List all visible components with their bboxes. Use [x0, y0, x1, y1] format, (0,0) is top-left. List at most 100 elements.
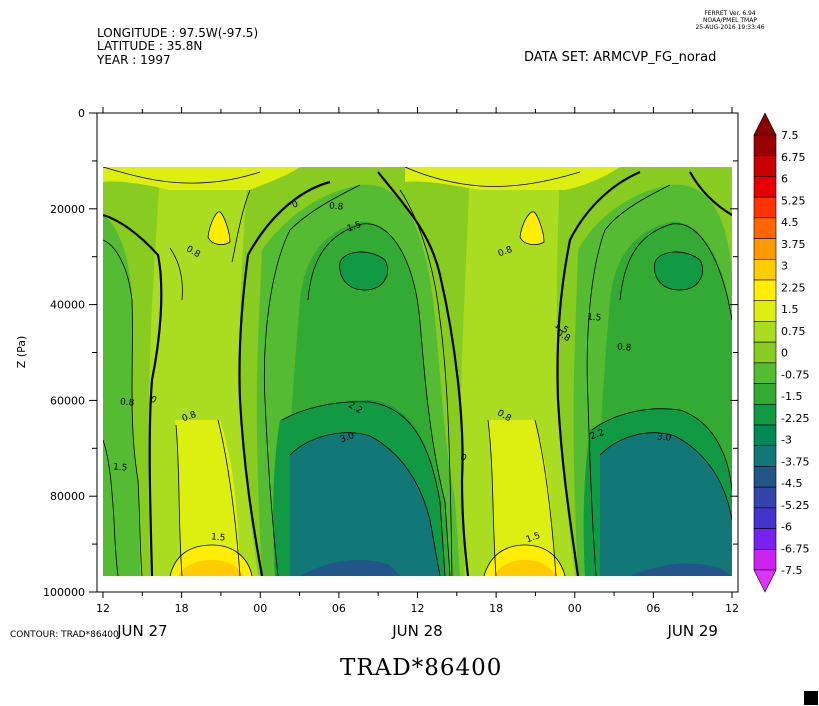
x-date-label: JUN 27	[116, 622, 167, 640]
y-tick-label: 20000	[50, 203, 85, 216]
contour-label: 2.2	[589, 428, 606, 442]
field-region-blue-bottom-1	[300, 559, 400, 576]
contour-zero-2	[238, 180, 331, 576]
colorbar-segment	[753, 321, 777, 343]
x-tick-label: 18	[489, 602, 503, 615]
field-region-top-band-2	[405, 167, 620, 190]
colorbar-segment	[753, 134, 777, 157]
contour-15-bottom	[169, 544, 566, 576]
contour-15-2	[619, 223, 732, 321]
colorbar-label: 1.5	[781, 303, 799, 316]
colorbar-segment	[753, 466, 777, 488]
contour-lines	[103, 167, 732, 576]
y-axis-label: Z (Pa)	[15, 336, 28, 369]
field-region-bottom-orange-1	[178, 560, 244, 576]
colorbar-segment	[753, 507, 777, 529]
contour-22-2	[591, 408, 732, 491]
field-region-blue-bottom-2	[630, 563, 732, 576]
field-region-teal-day-2	[600, 432, 732, 576]
colorbar-label: 0.75	[781, 325, 806, 338]
colorbar-label: 6	[781, 173, 788, 186]
longitude-label: LONGITUDE : 97.5W(-97.5)	[97, 26, 259, 40]
contour-08-7	[586, 184, 671, 576]
contour-label: 3.0	[657, 432, 672, 443]
latitude-label: LATITUDE : 35.8N	[97, 39, 203, 53]
colorbar-segment	[753, 548, 777, 571]
contour-08-1	[103, 239, 143, 576]
contour-08-3	[263, 184, 361, 576]
field-region-bottom-orange-2	[494, 560, 556, 576]
colorbar-segment	[753, 445, 777, 467]
ferret-version: FERRET Ver. 6.94	[704, 10, 756, 17]
colorbar-label: 3	[781, 260, 788, 273]
colorbar-segment	[753, 486, 777, 509]
colorbar-top-arrow	[753, 112, 777, 136]
contour-label: 0.8	[329, 201, 344, 212]
y-tick-label: 60000	[50, 394, 85, 407]
colorbar-segment	[753, 383, 777, 405]
y-axis: 0 20000 40000 60000 80000 100000	[43, 107, 738, 599]
field-region-lower-yellow-1	[175, 420, 240, 576]
contour-15-1	[307, 223, 451, 576]
y-tick-label: 40000	[50, 299, 85, 312]
field-region-left-green	[103, 215, 140, 576]
colorbar-label: 0	[781, 347, 788, 360]
colorbar-segment	[753, 528, 777, 550]
year-label: YEAR : 1997	[97, 53, 171, 67]
x-tick-label: 12	[725, 602, 739, 615]
contour-22-1	[281, 401, 446, 576]
field-region-yellow-blob-2	[520, 211, 544, 245]
x-tick-label: 00	[568, 602, 582, 615]
contour-field	[103, 167, 732, 576]
contour-blobs	[339, 251, 704, 291]
colorbar-segment	[753, 217, 777, 239]
contour-label: 1.5	[346, 220, 363, 234]
colorbar-segment	[753, 176, 777, 198]
top-axis-ticks	[102, 107, 733, 113]
y-tick-label: 0	[78, 107, 85, 120]
contour-label: 1.5	[525, 531, 542, 545]
colorbar-label: -2.25	[781, 412, 809, 425]
colorbar-label: 5.25	[781, 194, 806, 207]
colorbar-segment	[753, 238, 777, 260]
contour-zero-4	[556, 170, 641, 576]
colorbar-segment	[753, 155, 777, 177]
contour-30-2	[599, 432, 732, 521]
contour-label: 1.5	[211, 532, 226, 543]
y-tick-label: 100000	[43, 586, 85, 599]
contour-label: 1.5	[587, 312, 602, 323]
contour-label: 0	[291, 199, 300, 210]
field-region-dark-blob-1	[339, 251, 388, 290]
contour-30-1	[289, 432, 441, 576]
colorbar-label: 4.5	[781, 216, 799, 229]
x-axis: 12 18 00 06 12 18 00 06 12 JUN 27 JUN 28 JUN 29	[96, 592, 739, 640]
colorbar-label: -3.75	[781, 455, 809, 468]
x-tick-label: 06	[332, 602, 346, 615]
colorbar-label: 2.25	[781, 281, 806, 294]
colorbar-label: -0.75	[781, 368, 809, 381]
dataset-label: DATA SET: ARMCVP_FG_norad	[524, 50, 717, 65]
contour-zero-5	[689, 171, 732, 216]
colorbar-label: -4.5	[781, 477, 802, 490]
field-region-teal-day-1	[290, 432, 440, 576]
contour-label: 0	[148, 395, 158, 407]
contour-label-group: 0 0.80.81.50.8 00.81.52.23.01.500.81.50.82…	[113, 199, 672, 545]
colorbar-label: -6	[781, 521, 792, 534]
contour-08-4	[399, 189, 453, 576]
field-region-lower-yellow-2	[488, 420, 555, 576]
ferret-org: NOAA/PMEL TMAP	[703, 17, 757, 24]
contour-label: 0.8	[617, 342, 632, 353]
y-tick-label: 80000	[50, 490, 85, 503]
x-date-label: JUN 29	[666, 622, 717, 640]
x-tick-label: 06	[646, 602, 660, 615]
colorbar-segment	[753, 362, 777, 384]
x-tick-label: 00	[253, 602, 267, 615]
colorbar-segment	[753, 300, 777, 322]
contour-08-top	[103, 167, 581, 187]
contour-zero-1	[103, 213, 163, 576]
contour-zero-3	[377, 171, 470, 576]
colorbar-label: -7.5	[781, 564, 802, 577]
contour-08-2	[169, 189, 251, 301]
ferret-date: 25-AUG-2016 19:33:46	[695, 24, 765, 31]
variable-title: TRAD*86400	[340, 655, 503, 681]
